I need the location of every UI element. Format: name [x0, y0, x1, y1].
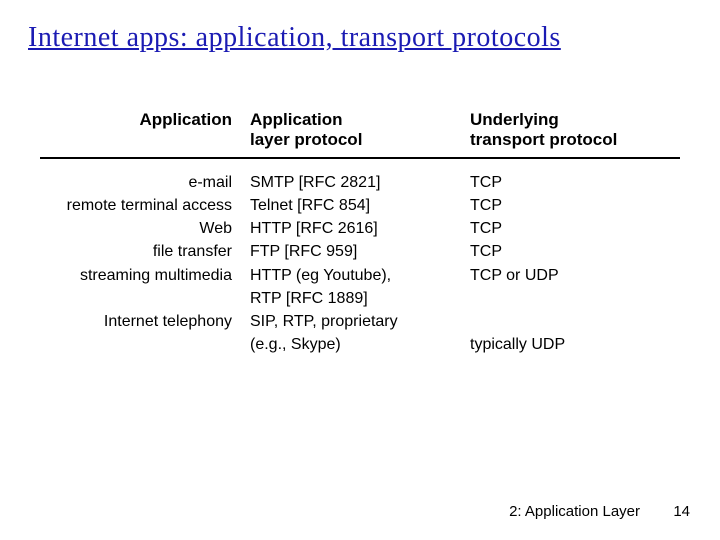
cell-app: Web [40, 217, 250, 240]
cell-app: streaming multimedia [40, 264, 250, 287]
table-row: streaming multimedia HTTP (eg Youtube), … [40, 264, 680, 287]
cell-trans [470, 287, 680, 310]
cell-proto: (e.g., Skype) [250, 333, 470, 356]
table-row: (e.g., Skype) typically UDP [40, 333, 680, 356]
cell-proto: SMTP [RFC 2821] [250, 171, 470, 194]
cell-app: e-mail [40, 171, 250, 194]
slide: Internet apps: application, transport pr… [0, 0, 720, 540]
header-transport-line1: Underlying [470, 110, 559, 129]
header-layer-protocol-line2: layer protocol [250, 130, 362, 149]
header-layer-protocol-line1: Application [250, 110, 343, 129]
table-row: Internet telephony SIP, RTP, proprietary [40, 310, 680, 333]
cell-trans: TCP [470, 194, 680, 217]
table-row: file transfer FTP [RFC 959] TCP [40, 240, 680, 263]
header-application-text: Application [139, 110, 232, 129]
cell-trans [470, 310, 680, 333]
header-transport: Underlying transport protocol [470, 110, 680, 159]
cell-proto: FTP [RFC 959] [250, 240, 470, 263]
table-header-row: Application Application layer protocol U… [40, 110, 680, 159]
cell-trans: TCP [470, 171, 680, 194]
cell-proto: RTP [RFC 1889] [250, 287, 470, 310]
cell-proto: Telnet [RFC 854] [250, 194, 470, 217]
cell-app: file transfer [40, 240, 250, 263]
header-application: Application [40, 110, 250, 159]
protocols-table: Application Application layer protocol U… [40, 110, 680, 356]
footer-page-number: 14 [673, 503, 690, 520]
cell-app: Internet telephony [40, 310, 250, 333]
table-body: e-mail SMTP [RFC 2821] TCP remote termin… [40, 171, 680, 357]
header-transport-line2: transport protocol [470, 130, 617, 149]
table-row: Web HTTP [RFC 2616] TCP [40, 217, 680, 240]
cell-trans: TCP [470, 240, 680, 263]
table-row: remote terminal access Telnet [RFC 854] … [40, 194, 680, 217]
header-layer-protocol: Application layer protocol [250, 110, 470, 159]
cell-trans: typically UDP [470, 333, 680, 356]
cell-proto: HTTP [RFC 2616] [250, 217, 470, 240]
cell-proto: HTTP (eg Youtube), [250, 264, 470, 287]
table-row: e-mail SMTP [RFC 2821] TCP [40, 171, 680, 194]
table-row: RTP [RFC 1889] [40, 287, 680, 310]
footer-chapter: 2: Application Layer [509, 503, 640, 520]
cell-proto: SIP, RTP, proprietary [250, 310, 470, 333]
cell-trans: TCP or UDP [470, 264, 680, 287]
cell-app [40, 333, 250, 356]
slide-title: Internet apps: application, transport pr… [28, 22, 561, 54]
cell-app: remote terminal access [40, 194, 250, 217]
cell-trans: TCP [470, 217, 680, 240]
cell-app [40, 287, 250, 310]
